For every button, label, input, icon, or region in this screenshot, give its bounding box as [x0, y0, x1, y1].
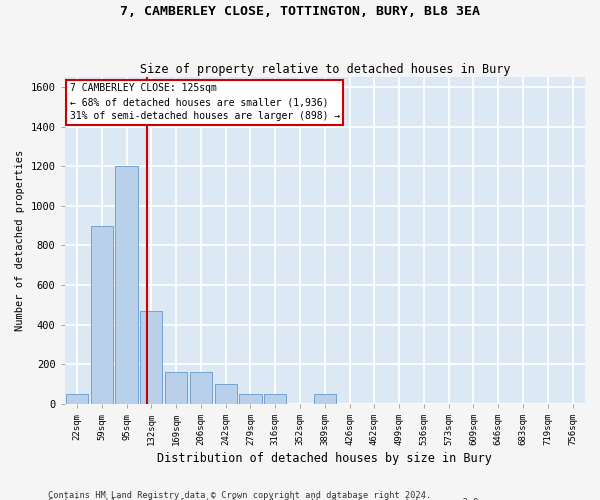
Bar [239, 394, 262, 404]
Bar [190, 372, 212, 404]
Bar [91, 226, 113, 404]
Text: Contains HM Land Registry data © Crown copyright and database right 2024.: Contains HM Land Registry data © Crown c… [48, 490, 431, 500]
X-axis label: Distribution of detached houses by size in Bury: Distribution of detached houses by size … [157, 452, 492, 465]
Text: Contains public sector information licensed under the Open Government Licence v3: Contains public sector information licen… [48, 498, 484, 500]
Bar [140, 310, 163, 404]
Bar [314, 394, 336, 404]
Bar [165, 372, 187, 404]
Text: 7 CAMBERLEY CLOSE: 125sqm
← 68% of detached houses are smaller (1,936)
31% of se: 7 CAMBERLEY CLOSE: 125sqm ← 68% of detac… [70, 83, 340, 121]
Bar [215, 384, 237, 404]
Bar [115, 166, 137, 404]
Y-axis label: Number of detached properties: Number of detached properties [15, 150, 25, 331]
Title: Size of property relative to detached houses in Bury: Size of property relative to detached ho… [140, 63, 510, 76]
Text: 7, CAMBERLEY CLOSE, TOTTINGTON, BURY, BL8 3EA: 7, CAMBERLEY CLOSE, TOTTINGTON, BURY, BL… [120, 5, 480, 18]
Bar [264, 394, 286, 404]
Bar [66, 394, 88, 404]
